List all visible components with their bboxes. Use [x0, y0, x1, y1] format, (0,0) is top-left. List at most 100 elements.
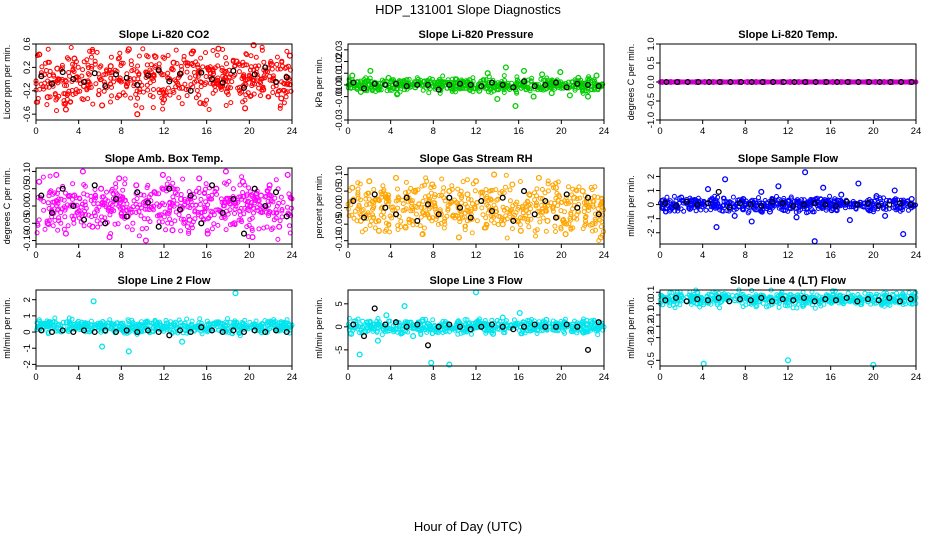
data-point	[134, 189, 141, 196]
cloud-point	[109, 93, 114, 99]
cloud-point	[354, 85, 360, 91]
cloud-point	[382, 228, 388, 234]
data-point	[526, 191, 533, 198]
cloud-point	[462, 227, 468, 233]
cloud-point	[108, 54, 114, 60]
panel-slope-li-820-temp: Slope Li-820 Temp.0 4 8 12 16 20 24-1.0-0.50.0…	[626, 29, 921, 137]
cloud-point	[118, 206, 123, 211]
cloud-point	[170, 186, 176, 192]
cloud-point	[55, 227, 61, 233]
x-tick-label: 8	[431, 372, 436, 383]
cloud-point	[66, 88, 72, 94]
cloud-point	[203, 80, 209, 86]
data-point	[258, 192, 265, 199]
data-point	[866, 78, 873, 86]
y-tick-label: 0.5	[646, 56, 657, 69]
data-point	[106, 234, 113, 241]
data-point	[159, 171, 166, 178]
data-point	[421, 78, 428, 85]
cloud-point	[431, 200, 436, 206]
cloud-point	[550, 208, 556, 214]
cloud-point	[488, 197, 494, 203]
data-point	[89, 48, 96, 55]
cloud-point	[218, 196, 224, 202]
cloud-point	[577, 195, 583, 201]
cloud-point	[533, 203, 539, 209]
cloud-point	[545, 181, 551, 187]
cloud-point	[111, 208, 117, 214]
data-point	[855, 78, 862, 86]
data-point	[350, 79, 357, 86]
cloud-point	[576, 201, 582, 207]
cloud-point	[265, 188, 271, 194]
cloud-point	[145, 87, 151, 93]
data-point	[70, 76, 77, 83]
cloud-point	[187, 75, 193, 81]
cloud-point	[273, 215, 279, 221]
data-point	[770, 78, 777, 86]
cloud-point	[884, 79, 890, 85]
data-point	[208, 182, 216, 189]
cloud-point	[160, 186, 166, 192]
cloud-point	[273, 177, 279, 183]
cloud-point	[43, 60, 48, 66]
data-point	[530, 93, 537, 100]
cloud-point	[170, 194, 176, 200]
cloud-point	[173, 47, 179, 53]
cloud-point	[108, 231, 114, 237]
cloud-point	[192, 79, 198, 85]
cloud-point	[80, 67, 86, 73]
y-tick-label: -1	[22, 344, 33, 352]
cloud-point	[287, 223, 292, 229]
cloud-point	[186, 231, 192, 236]
cloud-point	[266, 186, 272, 191]
cloud-point	[570, 225, 576, 231]
cloud-point	[857, 202, 863, 208]
cloud-point	[381, 187, 387, 193]
y-tick-label: 0	[22, 329, 33, 334]
cloud-point	[480, 212, 486, 218]
cloud-point	[597, 217, 603, 223]
cloud-point	[188, 199, 194, 205]
cloud-point	[246, 222, 252, 228]
data-point	[374, 337, 381, 344]
cloud-point	[131, 198, 137, 204]
data-point	[424, 342, 432, 349]
cloud-point	[168, 221, 174, 226]
data-point	[414, 217, 421, 224]
cloud-point	[472, 204, 478, 210]
cloud-point	[574, 216, 580, 222]
cloud-point	[591, 198, 597, 204]
data-point	[435, 211, 442, 218]
cloud-point	[88, 197, 94, 203]
cloud-point	[409, 204, 414, 210]
cloud-point	[221, 200, 227, 205]
data-point	[186, 216, 193, 223]
data-point	[367, 67, 374, 74]
cloud-point	[67, 99, 73, 105]
data-point	[464, 191, 471, 198]
cloud-point	[136, 233, 142, 239]
cloud-point	[505, 80, 511, 86]
x-tick-label: 4	[76, 372, 81, 383]
data-point	[499, 194, 506, 201]
data-point	[134, 81, 141, 88]
cloud-point	[82, 208, 87, 214]
cloud-point	[488, 89, 494, 95]
cloud-point	[248, 203, 254, 209]
cloud-point	[238, 217, 244, 223]
cloud-point	[870, 209, 876, 215]
cloud-point	[46, 206, 52, 211]
cloud-point	[233, 203, 239, 209]
cloud-point	[562, 209, 567, 215]
x-tick-label: 4	[388, 126, 393, 137]
data-point	[512, 102, 519, 110]
x-tick-label: 24	[911, 250, 922, 261]
cloud-point	[89, 54, 94, 60]
x-tick-label: 8	[119, 372, 124, 383]
cloud-point	[159, 219, 165, 225]
cloud-point	[277, 103, 283, 109]
panel-title: Slope Line 3 Flow	[430, 275, 523, 287]
cloud-point	[574, 188, 580, 194]
